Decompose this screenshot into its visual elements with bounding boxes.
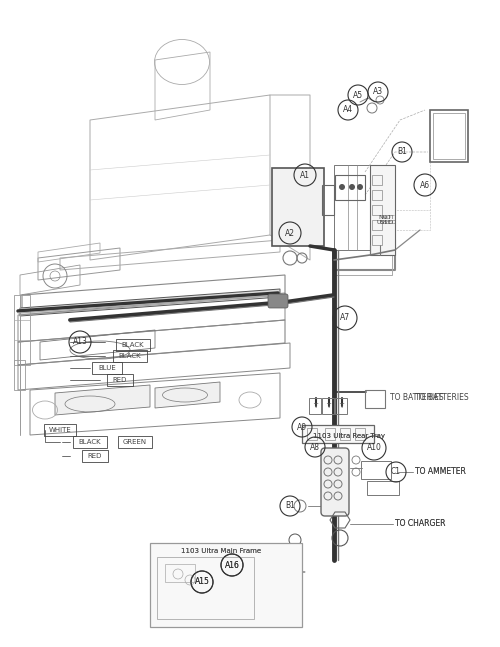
Text: BLUE: BLUE — [98, 365, 116, 371]
Text: BLACK: BLACK — [78, 439, 102, 445]
Text: A16: A16 — [224, 560, 240, 569]
FancyBboxPatch shape — [321, 448, 349, 516]
Text: A13: A13 — [72, 338, 88, 347]
Text: BLACK: BLACK — [122, 342, 144, 348]
Text: A15: A15 — [194, 578, 210, 586]
Text: TO CHARGER: TO CHARGER — [395, 520, 446, 529]
FancyBboxPatch shape — [150, 543, 302, 627]
Text: BLACK: BLACK — [118, 353, 142, 359]
Text: A10: A10 — [366, 443, 382, 452]
Text: RED: RED — [113, 377, 127, 383]
Polygon shape — [20, 289, 280, 316]
Text: T: T — [339, 403, 343, 409]
Text: TO BATTERIES: TO BATTERIES — [415, 393, 469, 402]
Polygon shape — [55, 385, 150, 415]
FancyBboxPatch shape — [302, 425, 374, 443]
Text: C1: C1 — [391, 468, 401, 476]
Text: 1103 Ultra Rear Tray: 1103 Ultra Rear Tray — [313, 433, 385, 439]
Text: A16: A16 — [224, 560, 240, 569]
Text: T: T — [313, 403, 317, 409]
Text: 1103 Ultra Main Frame: 1103 Ultra Main Frame — [181, 548, 261, 554]
Text: B1: B1 — [397, 148, 407, 157]
Text: B1: B1 — [285, 501, 295, 510]
Text: A2: A2 — [285, 228, 295, 237]
Text: NOT
USED: NOT USED — [380, 215, 396, 225]
Text: GREEN: GREEN — [123, 439, 147, 445]
Text: A3: A3 — [373, 87, 383, 96]
Text: TO AMMETER: TO AMMETER — [415, 466, 466, 476]
Text: A8: A8 — [310, 443, 320, 452]
FancyBboxPatch shape — [272, 168, 324, 246]
Text: A6: A6 — [420, 181, 430, 190]
Text: TO AMMETER: TO AMMETER — [415, 466, 466, 476]
Circle shape — [349, 184, 355, 190]
Text: RED: RED — [88, 453, 102, 459]
FancyBboxPatch shape — [268, 294, 288, 308]
Text: A15: A15 — [194, 578, 210, 586]
Text: NOT
USED: NOT USED — [376, 215, 394, 225]
Text: A1: A1 — [300, 171, 310, 179]
FancyBboxPatch shape — [370, 165, 395, 255]
Text: 1103 Ultra Main Frame: 1103 Ultra Main Frame — [181, 548, 261, 554]
Text: A9: A9 — [297, 422, 307, 432]
Text: TO BATTERIES: TO BATTERIES — [390, 393, 444, 402]
Text: T: T — [326, 403, 330, 409]
Circle shape — [357, 184, 363, 190]
Text: 1103 Ultra Rear Tray: 1103 Ultra Rear Tray — [313, 433, 385, 439]
Text: A7: A7 — [340, 314, 350, 322]
Text: WHITE: WHITE — [48, 427, 72, 433]
Text: A5: A5 — [353, 91, 363, 100]
Circle shape — [339, 184, 345, 190]
Text: TO CHARGER: TO CHARGER — [395, 518, 446, 527]
Text: A4: A4 — [343, 105, 353, 115]
Polygon shape — [155, 382, 220, 408]
